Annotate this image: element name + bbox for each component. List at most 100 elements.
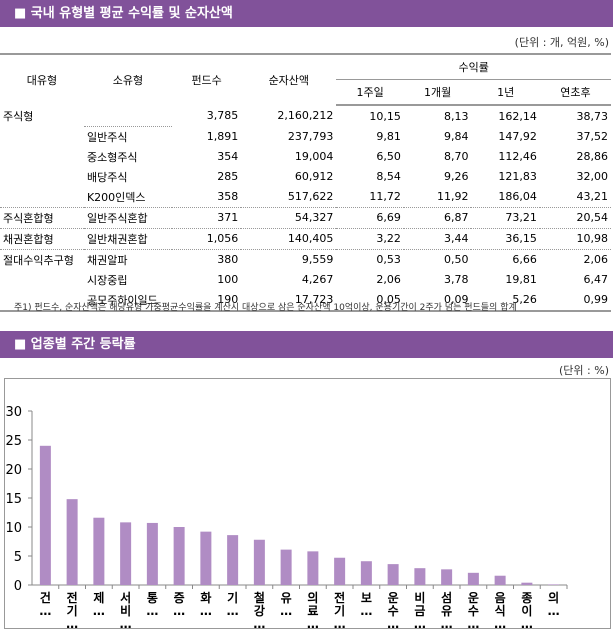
x-tick-label: 보… [360, 591, 372, 618]
table-cell [0, 289, 84, 312]
table-cell: 190 [171, 289, 242, 312]
chart-frame [4, 378, 611, 629]
table-cell: 43,21 [576, 190, 609, 203]
bar [39, 445, 51, 585]
table-cell: 공모주하이일드 [83, 289, 172, 312]
table-cell: 10,15 [369, 109, 401, 123]
table-cell: 140,405 [241, 227, 337, 249]
table-cell: 일반주식 [83, 125, 172, 147]
bar [307, 551, 319, 585]
section-title: ■ 국내 유형별 평균 수익률 및 순자산액 [14, 6, 233, 21]
x-tick-label: 의… [548, 590, 560, 618]
table-cell: 358 [217, 190, 239, 203]
table-row: 채권혼합형 일반채권혼합 1,056 140,405 3,22 3,44 36,15 10,9… [0, 227, 611, 249]
section-title: ■ 업종별 주간 등락률 [14, 337, 136, 352]
bar [227, 535, 239, 585]
x-tick-label: 비 금… [414, 590, 426, 630]
bar [467, 572, 479, 585]
table-cell: 6,47 [583, 273, 609, 286]
footnote: 주1) 펀드수, 순자산액은 해당유형 가중평균수익률을 계산시 대상으로 삼은… [14, 303, 517, 313]
table-cell: 36,15 [471, 227, 540, 249]
header-returns: 수익률 [336, 54, 611, 80]
table-cell: 0,50 [403, 248, 472, 270]
bar [548, 584, 560, 585]
table-cell: 73,21 [471, 206, 540, 228]
x-tick-label: 증… [173, 591, 185, 618]
header-assets: 순자산액 [268, 74, 310, 87]
bar [494, 575, 506, 585]
x-tick-label: 기… [227, 590, 239, 618]
table-cell: 32,00 [576, 170, 609, 183]
x-tick-label: 의 료… [307, 590, 319, 630]
table-cell: 9,559 [241, 248, 337, 270]
bar [66, 499, 78, 585]
x-tick-label: 건… [39, 590, 51, 618]
table-cell: 54,327 [241, 206, 337, 228]
table-cell: 0,99 [539, 289, 611, 312]
table-cell: 11,92 [436, 190, 469, 203]
bar [253, 539, 265, 585]
table-cell: 주식형 [3, 109, 34, 123]
table-row: 시장중립 100 4,267 2,06 3,78 19,81 6,47 [0, 270, 611, 290]
table-cell: 일반채권혼합 [83, 227, 172, 249]
header-funds: 펀드수 [191, 74, 222, 87]
table-cell: 2,06 [539, 248, 611, 270]
section-header-sector: ■ 업종별 주간 등락률 [0, 331, 613, 358]
table-cell: 채권혼합형 [0, 227, 84, 249]
table-cell: 237,793 [287, 129, 334, 143]
table-cell: 0,53 [336, 248, 404, 270]
header-1m: 1개월 [403, 79, 472, 106]
bar [387, 564, 399, 585]
table-cell: 162,14 [498, 109, 537, 123]
fund-table: 대유형 소유형 펀드수 순자산액 수익률 1주일 1개월 1년 연초후 주식형 3,785 2,1… [0, 53, 611, 312]
table-cell: 주식혼합형 [0, 206, 84, 228]
table-cell: 3,78 [443, 273, 469, 286]
header-1y: 1년 [471, 79, 540, 106]
bar [120, 522, 132, 585]
x-tick-label: 서 비… [120, 590, 132, 630]
table-row: 주식형 3,785 2,160,212 10,15 8,13 162,14 38,73 [0, 105, 611, 126]
y-tick-label: 30 [5, 405, 22, 420]
table-cell: 중소형주식 [86, 150, 138, 164]
table-cell: 8,70 [443, 150, 469, 163]
x-tick-label: 종 이… [521, 591, 533, 630]
table-cell: 6,69 [336, 206, 404, 228]
x-tick-label: 섬 유… [441, 590, 453, 630]
y-tick-label: 15 [5, 492, 22, 507]
table-cell: 일반주식혼합 [83, 206, 172, 228]
table-cell: 17,723 [241, 289, 337, 312]
y-tick-label: 10 [5, 521, 22, 536]
x-tick-label: 화… [200, 590, 212, 618]
table-row: 절대수익추구형 채권알파 380 9,559 0,53 0,50 6,66 2,06 [0, 248, 611, 270]
table-cell: 4,267 [301, 273, 334, 286]
table-cell: 28,86 [576, 150, 609, 163]
y-tick-label: 0 [14, 579, 22, 594]
bar [334, 557, 346, 585]
y-tick-label: 20 [5, 463, 22, 478]
table-cell: 절대수익추구형 [0, 248, 84, 270]
bar [414, 568, 426, 585]
table-cell: 2,160,212 [277, 109, 334, 122]
header-1w: 1주일 [336, 79, 404, 106]
x-tick-label: 음 식… [494, 590, 506, 630]
table-cell: 285 [217, 170, 239, 183]
table-cell: 147,92 [498, 129, 537, 143]
table-cell: 6,87 [403, 206, 472, 228]
table-cell: 3,44 [403, 227, 472, 249]
table-cell: 0,05 [336, 289, 404, 312]
table-cell: 11,72 [369, 190, 401, 203]
table-cell: 354 [217, 150, 239, 163]
table-row: 주식혼합형 일반주식혼합 371 54,327 6,69 6,87 73,21 20,54 [0, 206, 611, 228]
bar [360, 561, 372, 585]
x-tick-label: 제… [93, 591, 105, 618]
table-row: 배당주식 285 60,912 8,54 9,26 121,83 32,00 [0, 167, 611, 187]
x-tick-label: 운 수… [467, 590, 479, 630]
bar [146, 522, 158, 585]
y-tick-label: 5 [14, 550, 22, 565]
header-minor: 소유형 [112, 74, 144, 87]
bar [441, 569, 453, 585]
table-cell: 37,52 [576, 129, 609, 143]
bar [280, 549, 292, 585]
table-cell: 20,54 [539, 206, 611, 228]
table-cell: 3,785 [206, 109, 239, 122]
